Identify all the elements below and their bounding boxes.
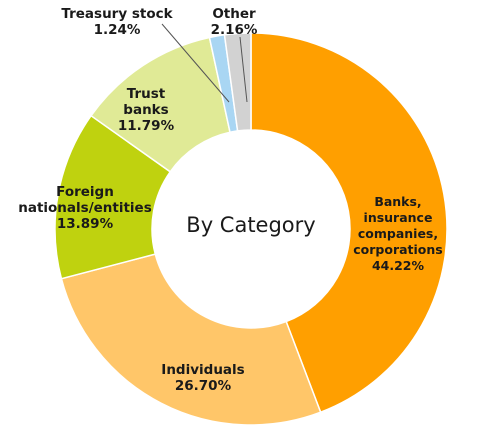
slice-label-0: Banks, insurance companies, corporations 44.… [353,194,442,273]
chart-center-title: By Category [186,213,315,237]
slice-label-1: Individuals 26.70% [161,362,244,394]
slice-label-2: Foreign nationals/entities 13.89% [18,184,152,232]
slice-label-3: Trust banks 11.79% [118,86,175,134]
donut-hole [152,130,350,328]
slices-group [54,32,448,426]
leader-line-4 [161,23,230,103]
leader-line-5 [239,36,248,103]
slice-label-4: Treasury stock 1.24% [61,6,173,38]
leader-lines-group [161,23,248,103]
labels-group: Banks, insurance companies, corporations 44.… [18,6,443,394]
slice-label-5: Other 2.16% [211,6,258,38]
